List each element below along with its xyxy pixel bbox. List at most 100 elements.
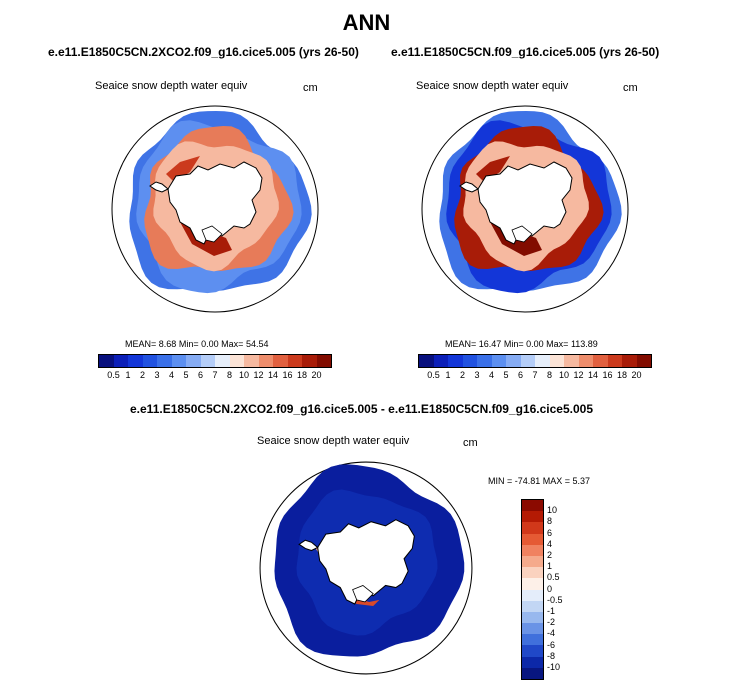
diff-colorbar-tick-label: 4 [547,538,553,549]
panel2-max-label: Max= [546,339,569,349]
diff-antarctica-landmass [317,519,415,605]
panel1-colorbar-box [113,355,128,367]
panel2-colorbar-box [520,355,535,367]
diff-variable-label: Seaice snow depth water equiv [257,435,410,447]
diff-minmax-text: MIN = -74.81 MAX = 5.37 [488,476,591,486]
diff-colorbar-tick-label: 10 [547,505,558,516]
panel1-min-label: Min= [178,339,199,349]
panel2-colorbar-tick-label: 4 [488,370,494,380]
diff-colorbar-tick-label: 0 [547,583,553,594]
diff-colorbar-tick-label: 8 [547,516,553,527]
panel1-colorbar-tick-label: 18 [296,370,307,380]
panel1-colorbar-box [229,355,244,367]
diff-colorbar-box [522,656,543,668]
panel1-weddell-hotspot [166,156,200,182]
panel2-colorbar-tick-label: 8 [546,370,552,380]
panel2-mean-value: 16.47 [478,339,502,349]
diff-colorbar-tick-label: -4 [547,628,556,639]
panel2-min-label: Min= [503,339,524,349]
panel1-colorbar [98,354,332,368]
panel2-colorbar-tick-label: 10 [558,370,569,380]
panel2-colorbar-tick-label: 5 [503,370,509,380]
panel2-mean-label: MEAN= [445,339,477,349]
diff-colorbar-box [522,555,543,568]
panel2-colorbar-box [419,355,434,367]
diff-panel-title: e.e11.E1850C5CN.2XCO2.f09_g16.cice5.005 … [130,402,593,416]
panel2-colorbar-box [593,355,608,367]
panel1-colorbar-box [200,355,215,367]
panel1-colorbar-tick-label: 1 [125,370,131,380]
panel1-colorbar-tick-label: 16 [282,370,293,380]
panel2-colorbar-tick-label: 16 [602,370,613,380]
diff-colorbar-box [522,634,543,646]
diff-colorbar-box [522,500,543,512]
panel2-colorbar-tick-label: 7 [532,370,538,380]
panel2-stats: MEAN= 16.47 Min= 0.00 Max= 113.89 [445,339,598,349]
diff-colorbar-box [522,611,543,624]
panel1-colorbar-box [316,355,331,367]
panel1-colorbar-tick-label: 5 [183,370,189,380]
diff-colorbar-box [522,589,543,601]
panel1-colorbar-tick-label: 6 [197,370,203,380]
panel2-min-value: 0.00 [526,339,544,349]
panel1-max-label: Max= [221,339,244,349]
panel1-colorbar-tick-label: 2 [139,370,145,380]
panel2-case-title: e.e11.E1850C5CN.f09_g16.cice5.005 (yrs 2… [391,45,660,59]
diff-polar-map [259,461,473,675]
diff-colorbar-box [522,511,543,523]
panel1-mean-label: MEAN= [125,339,157,349]
panel2-colorbar-tick-label: 18 [616,370,627,380]
panel2-colorbar [418,354,652,368]
panel2-colorbar-box [535,355,550,367]
diff-colorbar-box [522,645,543,657]
diff-colorbar-tick-label: -2 [547,617,556,628]
panel2-colorbar-box [636,355,651,367]
diff-ice-shelf [352,585,374,603]
panel2-antarctic-peninsula [459,181,479,193]
panel1-colorbar-box [273,355,288,367]
diff-colorbar-box [522,522,543,534]
panel1-colorbar-tick-label: 8 [226,370,232,380]
diff-colorbar-tick-label: 2 [547,550,553,560]
panel2-colorbar-tick-label: 0.5 [427,370,440,380]
panel1-variable-label: Seaice snow depth water equiv [95,80,248,92]
panel1-colorbar-box [157,355,172,367]
panel1-colorbar-box [287,355,302,367]
panel2-units-label: cm [623,82,638,94]
panel2-colorbar-tick-label: 3 [474,370,480,380]
panel2-polar-map [421,105,629,313]
panel2-colorbar-box [607,355,622,367]
panel2-colorbar-box [506,355,521,367]
panel2-colorbar-tick-label: 6 [517,370,523,380]
diff-colorbar-tick-label: -8 [547,650,556,661]
panel1-antarctic-peninsula [149,181,169,193]
panel1-antarctica-landmass [167,161,263,245]
diff-units-label: cm [463,437,478,449]
panel1-colorbar-tick-label: 14 [267,370,278,380]
diff-colorbar-box [522,600,543,612]
diff-colorbar-box [522,623,543,635]
diff-colorbar-tick-label: -1 [547,606,556,616]
panel1-colorbar-box [171,355,186,367]
panel2-colorbar-box [477,355,492,367]
panel1-colorbar-box [99,355,114,367]
panel1-colorbar-box [244,355,259,367]
panel2-colorbar-tick-label: 20 [631,370,642,380]
diff-colorbar-tick-label: 1 [547,561,553,572]
diff-colorbar-tick-label: -10 [547,662,561,672]
panel1-colorbar-tick-label: 4 [168,370,174,380]
panel1-colorbar-box [302,355,317,367]
panel1-ice-shelf [201,225,223,243]
panel1-colorbar-box [258,355,273,367]
panel1-colorbar-tick-label: 0.5 [107,370,120,380]
diff-colorbar-box [522,533,543,545]
panel2-colorbar-tick-label: 14 [587,370,598,380]
panel2-colorbar-box [622,355,637,367]
panel1-colorbar-tick-label: 3 [154,370,160,380]
diff-colorbar-tick-label: -0.5 [547,594,563,605]
diff-positive-anomaly [344,589,380,607]
panel2-max-value: 113.89 [570,339,598,349]
diff-colorbar-box [522,567,543,579]
panel1-colorbar-box [186,355,201,367]
panel1-mean-value: 8.68 [158,339,177,349]
